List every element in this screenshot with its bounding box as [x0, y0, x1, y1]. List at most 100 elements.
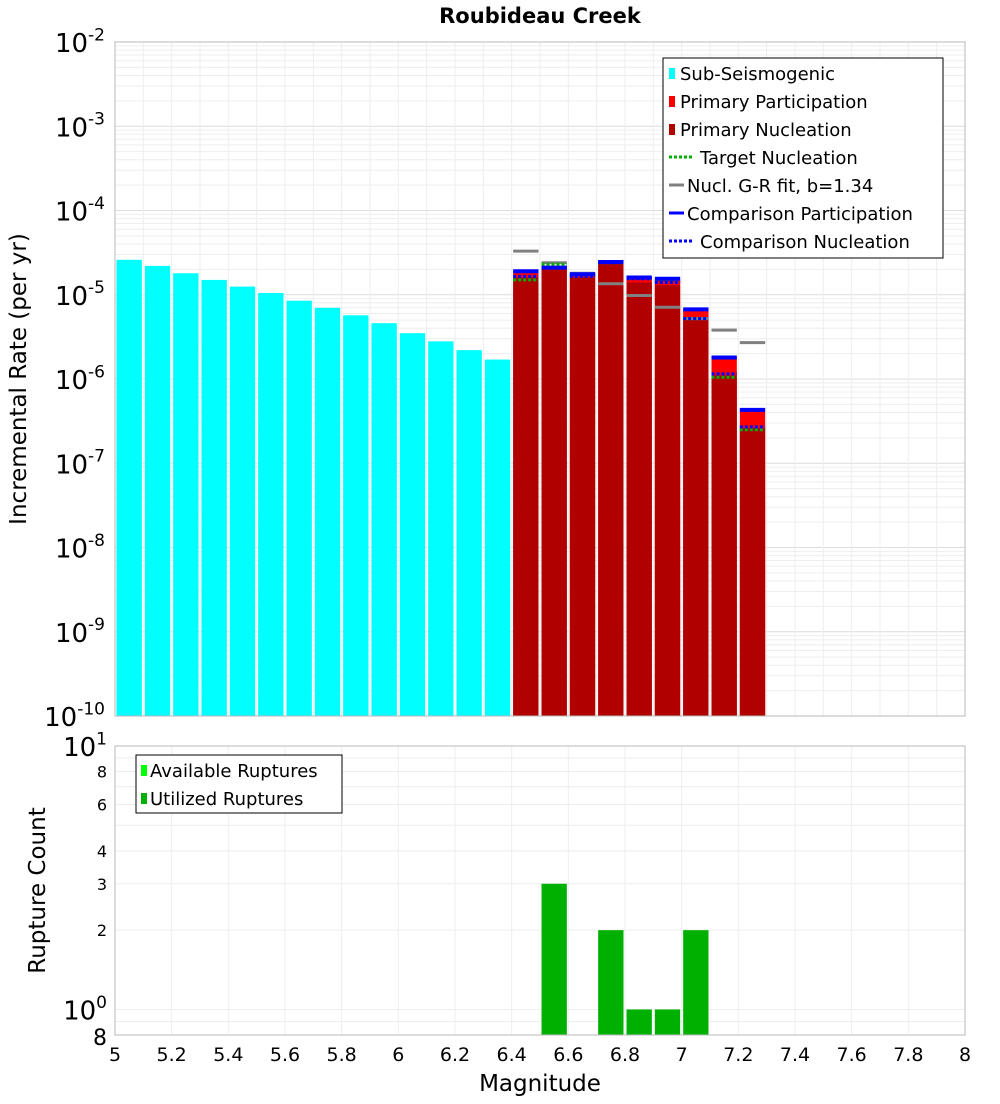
tick-label-base: 10: [55, 29, 88, 59]
y-tick-label: 8: [93, 1026, 107, 1051]
tick-label-exponent: -7: [88, 447, 105, 467]
tick-label-base: 10: [55, 535, 88, 565]
legend-label: Available Ruptures: [150, 761, 318, 782]
legend-swatch: [141, 793, 147, 804]
bar-primary-nucleation: [654, 285, 681, 716]
x-tick-label: 7.8: [893, 1044, 923, 1066]
y-tick-label: 6: [97, 795, 107, 814]
tick-label-exponent: -9: [88, 615, 105, 635]
tick-label-base: 10: [55, 113, 88, 143]
bar-utilized-ruptures: [654, 1009, 681, 1035]
y-tick-label: 10-2: [55, 25, 105, 59]
y-tick-label: 101: [63, 729, 107, 763]
bar-sub-seismogenic: [456, 350, 482, 716]
bar-sub-seismogenic: [229, 286, 256, 716]
y-tick-label: 8: [97, 763, 107, 782]
legend-swatch: [669, 68, 675, 79]
x-tick-label: 5.8: [327, 1044, 357, 1066]
bar-sub-seismogenic: [258, 292, 284, 716]
x-tick-label: 6: [392, 1044, 404, 1066]
bar-sub-seismogenic: [484, 359, 511, 716]
y-tick-label: 10-3: [55, 110, 105, 144]
x-tick-label: 5.6: [270, 1044, 300, 1066]
x-tick-label: 6.6: [553, 1044, 583, 1066]
y-tick-label: 10-4: [55, 194, 105, 228]
x-axis-label: Magnitude: [479, 1071, 601, 1097]
legend-label: Comparison Participation: [687, 204, 913, 225]
legend-label: Primary Nucleation: [680, 120, 852, 141]
y-tick-label: 4: [97, 842, 107, 861]
y-tick-label: 100: [63, 993, 107, 1027]
tick-label-base: 10: [55, 198, 88, 228]
y-tick-label: 10-10: [44, 699, 105, 733]
legend-label: Comparison Nucleation: [700, 232, 910, 253]
y-axis-label: Rupture Count: [25, 807, 51, 973]
tick-label-exponent: -3: [88, 110, 105, 130]
legend-label: Nucl. G-R fit, b=1.34: [687, 176, 873, 197]
bar-utilized-ruptures: [541, 883, 567, 1035]
legend-swatch: [141, 765, 147, 776]
bar-utilized-ruptures: [598, 930, 624, 1035]
y-tick-label: 10-6: [55, 362, 105, 396]
y-tick-label: 10-8: [55, 531, 105, 565]
bar-primary-nucleation: [711, 375, 737, 716]
y-tick-label: 10-9: [55, 615, 105, 649]
x-tick-label: 6.4: [497, 1044, 527, 1066]
x-tick-label: 8: [959, 1044, 971, 1066]
y-tick-label: 10-5: [55, 278, 105, 312]
y-tick-label: 10-7: [55, 447, 105, 481]
bar-sub-seismogenic: [286, 300, 312, 716]
y-tick-label: 2: [97, 921, 107, 940]
bar-sub-seismogenic: [144, 265, 171, 716]
tick-label-exponent: -10: [77, 699, 105, 719]
legend-label: Primary Participation: [680, 92, 868, 113]
legend-label: Utilized Ruptures: [150, 789, 303, 810]
bar-sub-seismogenic: [314, 307, 341, 716]
x-tick-label: 7.2: [723, 1044, 753, 1066]
plot-frame-bottom: [114, 745, 966, 1036]
x-tick-label: 5.4: [213, 1044, 243, 1066]
legend-bottom: [135, 754, 343, 814]
bar-primary-nucleation: [569, 277, 596, 716]
x-tick-label: 5: [109, 1044, 121, 1066]
y-axis-label: Incremental Rate (per yr): [6, 233, 32, 525]
x-tick-label: 7.6: [837, 1044, 867, 1066]
x-tick-label: 7.4: [780, 1044, 810, 1066]
tick-label-exponent: 1: [96, 729, 107, 749]
tick-label-exponent: 0: [96, 993, 107, 1013]
x-tick-label: 6.2: [440, 1044, 470, 1066]
tick-label-exponent: -2: [88, 25, 105, 45]
legend-label: Target Nucleation: [699, 148, 858, 169]
tick-label-exponent: -6: [88, 362, 105, 382]
tick-label-base: 10: [63, 733, 96, 763]
bar-primary-nucleation: [683, 320, 709, 716]
bar-sub-seismogenic: [173, 273, 199, 716]
tick-label-base: 10: [55, 619, 88, 649]
plot-frame-top: [114, 41, 966, 717]
bar-utilized-ruptures: [683, 930, 709, 1035]
tick-label-exponent: -5: [88, 278, 105, 298]
legend-swatch: [669, 96, 675, 107]
tick-label-base: 10: [44, 703, 77, 733]
tick-label-base: 10: [55, 366, 88, 396]
bar-primary-nucleation: [598, 264, 624, 716]
tick-label-base: 10: [55, 450, 88, 480]
bar-primary-nucleation: [626, 282, 652, 716]
x-tick-label: 5.2: [157, 1044, 187, 1066]
bar-sub-seismogenic: [399, 333, 426, 716]
y-tick-label: 3: [97, 875, 107, 894]
tick-label-base: 10: [63, 996, 96, 1026]
x-tick-label: 6.8: [610, 1044, 640, 1066]
legend-label: Sub-Seismogenic: [680, 64, 835, 85]
tick-label-base: 10: [55, 282, 88, 312]
bar-primary-nucleation: [513, 277, 539, 716]
bar-sub-seismogenic: [116, 259, 142, 716]
bar-utilized-ruptures: [626, 1009, 652, 1035]
legend-swatch: [669, 124, 675, 135]
bar-primary-nucleation: [739, 428, 766, 716]
bar-sub-seismogenic: [371, 323, 397, 716]
tick-label-exponent: -8: [88, 531, 105, 551]
bar-sub-seismogenic: [343, 315, 369, 716]
